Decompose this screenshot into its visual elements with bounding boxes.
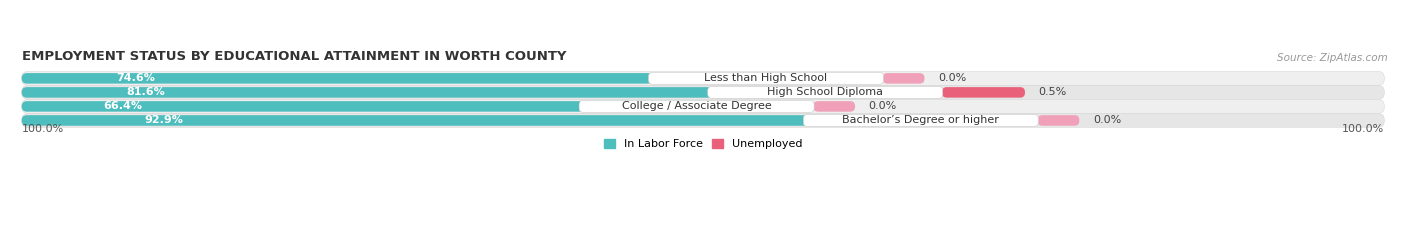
Text: Bachelor’s Degree or higher: Bachelor’s Degree or higher: [842, 115, 1000, 125]
Text: 0.0%: 0.0%: [938, 73, 966, 83]
FancyBboxPatch shape: [1038, 115, 1080, 126]
Text: EMPLOYMENT STATUS BY EDUCATIONAL ATTAINMENT IN WORTH COUNTY: EMPLOYMENT STATUS BY EDUCATIONAL ATTAINM…: [22, 50, 567, 63]
FancyBboxPatch shape: [21, 115, 808, 126]
FancyBboxPatch shape: [579, 100, 814, 112]
Text: 100.0%: 100.0%: [1341, 123, 1384, 134]
FancyBboxPatch shape: [21, 87, 713, 98]
Text: 0.0%: 0.0%: [869, 101, 897, 111]
FancyBboxPatch shape: [21, 86, 1385, 99]
Text: 66.4%: 66.4%: [104, 101, 142, 111]
Text: 74.6%: 74.6%: [117, 73, 155, 83]
Text: 0.0%: 0.0%: [1092, 115, 1121, 125]
Text: High School Diploma: High School Diploma: [768, 87, 883, 97]
FancyBboxPatch shape: [648, 72, 883, 84]
FancyBboxPatch shape: [21, 99, 1385, 113]
FancyBboxPatch shape: [21, 101, 583, 112]
Text: Less than High School: Less than High School: [704, 73, 828, 83]
FancyBboxPatch shape: [707, 86, 943, 98]
FancyBboxPatch shape: [21, 72, 1385, 85]
FancyBboxPatch shape: [21, 73, 654, 84]
Text: 81.6%: 81.6%: [127, 87, 166, 97]
FancyBboxPatch shape: [21, 113, 1385, 127]
Text: Source: ZipAtlas.com: Source: ZipAtlas.com: [1278, 53, 1388, 63]
Legend: In Labor Force, Unemployed: In Labor Force, Unemployed: [603, 139, 803, 149]
Text: 100.0%: 100.0%: [22, 123, 65, 134]
Text: 92.9%: 92.9%: [143, 115, 183, 125]
FancyBboxPatch shape: [883, 73, 925, 84]
Text: 0.5%: 0.5%: [1039, 87, 1067, 97]
FancyBboxPatch shape: [942, 87, 1025, 98]
FancyBboxPatch shape: [813, 101, 855, 112]
FancyBboxPatch shape: [803, 115, 1039, 126]
Text: College / Associate Degree: College / Associate Degree: [621, 101, 772, 111]
